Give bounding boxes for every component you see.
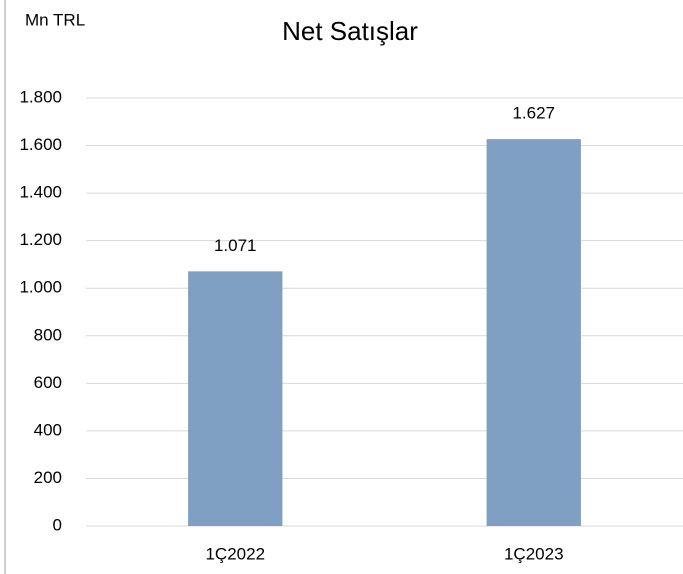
data-label: 1.627 <box>512 104 555 123</box>
y-tick-label: 1.800 <box>19 87 62 106</box>
y-tick-label: 800 <box>34 325 62 344</box>
chart-title: Net Satışlar <box>282 16 418 46</box>
y-tick-label: 200 <box>34 468 62 487</box>
bar <box>486 139 581 526</box>
y-tick-label: 1.600 <box>19 135 62 154</box>
data-label: 1.071 <box>214 236 257 255</box>
y-tick-label: 1.400 <box>19 183 62 202</box>
y-tick-label: 600 <box>34 373 62 392</box>
y-tick-label: 1.000 <box>19 278 62 297</box>
y-tick-label: 400 <box>34 420 62 439</box>
y-tick-label: 1.200 <box>19 230 62 249</box>
bar <box>188 271 283 526</box>
y-tick-label: 0 <box>53 515 62 534</box>
y-axis-label: Mn TRL <box>25 10 85 29</box>
x-tick-label: 1Ç2022 <box>205 544 265 563</box>
x-tick-label: 1Ç2023 <box>504 544 564 563</box>
